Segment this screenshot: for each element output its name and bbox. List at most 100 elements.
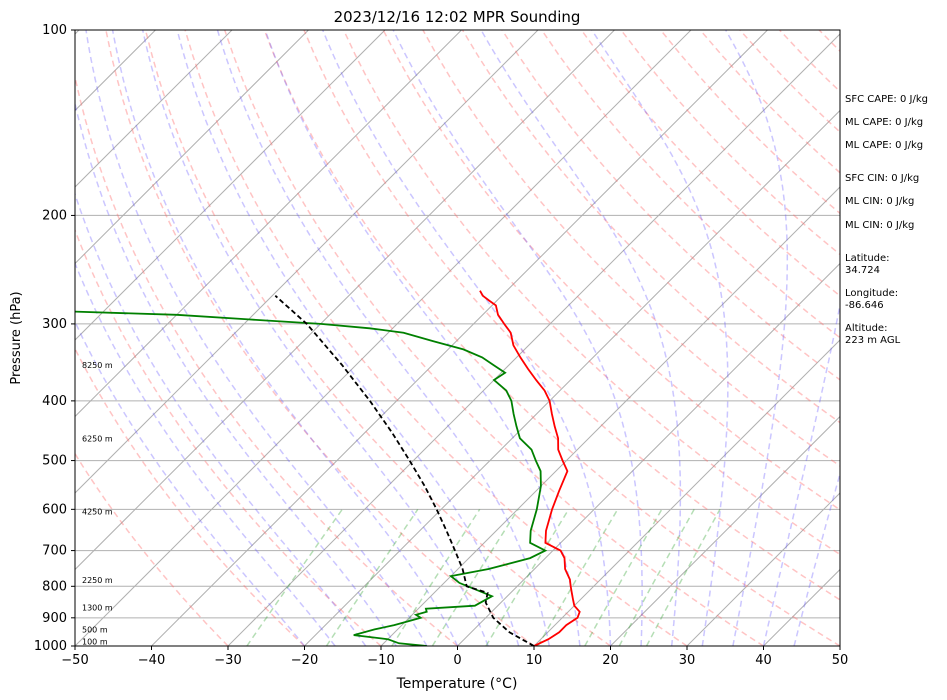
x-tick-label: 20: [602, 653, 619, 668]
background-lines: [0, 30, 840, 646]
mixing-ratio-line: [618, 508, 695, 646]
dry-adiabat-line: [342, 30, 840, 556]
y-tick-label: 400: [42, 394, 67, 409]
info-line: SFC CIN: 0 J/kg: [845, 173, 919, 184]
isotherm-line: [533, 339, 840, 646]
mixing-ratio-line: [246, 508, 343, 646]
info-line: ML CIN: 0 J/kg: [845, 196, 914, 207]
y-tick-label: 200: [42, 208, 67, 223]
dry-adiabat-line: [422, 30, 840, 467]
height-labels: 8250 m 6250 m 4250 m 2250 m 1300 m 500 m 100 m: [82, 361, 113, 646]
moist-adiabat-line: [762, 301, 840, 646]
moist-adiabat-line: [392, 30, 643, 646]
isotherm-line: [610, 415, 840, 646]
isotherm-line: [227, 33, 840, 646]
y-tick-label: 700: [42, 544, 67, 559]
mixing-ratio-line: [645, 508, 721, 646]
sounding-series: [75, 290, 581, 646]
chart-title: 2023/12/16 12:02 MPR Sounding: [334, 8, 581, 26]
isotherm-line: [75, 30, 233, 188]
height-label: 4250 m: [82, 508, 113, 517]
moist-adiabat-line: [591, 30, 729, 646]
y-axis-label: Pressure (hPa): [9, 291, 24, 384]
moist-adiabat-line: [75, 191, 367, 646]
dry-adiabat-line: [580, 30, 840, 297]
isotherm-line: [304, 109, 840, 646]
moist-adiabat-line: [111, 30, 459, 646]
mixing-ratio-line: [431, 508, 519, 646]
info-line: 223 m AGL: [845, 335, 901, 346]
moist-adiabat-line: [75, 100, 397, 646]
isotherm-line: [75, 30, 386, 341]
x-tick-label: 0: [453, 653, 461, 668]
dry-adiabat-line: [75, 73, 458, 646]
y-tick-label: 500: [42, 454, 67, 469]
y-tick-label: 900: [42, 611, 67, 626]
isotherm-line: [75, 30, 539, 494]
dry-adiabat-line: [144, 30, 611, 646]
dry-adiabat-line: [382, 30, 840, 511]
moist-adiabat-line: [322, 30, 612, 646]
sounding-info: SFC CAPE: 0 J/kg ML CAPE: 0 J/kg ML CAPE: …: [845, 94, 928, 346]
info-line: Altitude:: [845, 323, 887, 334]
info-line: 34.724: [845, 265, 880, 276]
isotherm-line: [380, 186, 840, 646]
x-tick-label: −40: [138, 653, 165, 668]
parcel-line: [274, 295, 535, 646]
mixing-ratio-line: [485, 508, 570, 646]
dry-adiabat-line: [303, 30, 840, 601]
x-tick-label: 40: [755, 653, 772, 668]
isotherm-line: [75, 30, 615, 571]
y-tick-label: 1000: [34, 639, 67, 654]
moist-adiabat-line: [216, 30, 551, 646]
x-tick-label: 50: [832, 653, 849, 668]
dewpoint-line: [75, 310, 548, 646]
dry-adiabat-line: [263, 30, 840, 646]
info-line: -86.646: [845, 300, 884, 311]
height-label: 6250 m: [82, 434, 113, 443]
mixing-ratio-line: [537, 508, 619, 646]
moist-adiabat-line: [85, 30, 428, 646]
moist-adiabat-line: [75, 261, 336, 646]
dry-adiabat-line: [223, 30, 764, 646]
x-axis-label: Temperature (°C): [396, 676, 518, 692]
moist-adiabat-line: [480, 30, 682, 646]
x-tick-label: 30: [679, 653, 696, 668]
height-label: 8250 m: [82, 361, 113, 370]
mixing-ratio-line: [325, 508, 419, 646]
x-tick-label: −10: [367, 653, 394, 668]
dry-adiabat-line: [184, 30, 688, 646]
isotherm-line: [0, 30, 3, 646]
dry-adiabat-line: [75, 347, 306, 646]
x-tick-label: −50: [61, 653, 88, 668]
dry-adiabat-line: [75, 452, 229, 646]
info-line: Latitude:: [845, 253, 890, 264]
y-tick-label: 100: [42, 23, 67, 38]
info-line: Longitude:: [845, 288, 898, 299]
height-label: 500 m: [82, 625, 108, 634]
height-label: 2250 m: [82, 576, 113, 585]
info-line: ML CAPE: 0 J/kg: [845, 117, 923, 128]
height-label: 100 m: [82, 637, 108, 646]
mixing-ratio-line: [584, 508, 663, 646]
isotherm-line: [75, 30, 462, 418]
info-line: ML CIN: 0 J/kg: [845, 220, 914, 231]
plot-frame: [74, 29, 841, 647]
dry-adiabat-line: [105, 30, 535, 646]
moist-adiabat-line: [793, 471, 840, 646]
isotherm-line: [686, 492, 840, 646]
isotherm-line: [75, 30, 692, 646]
dry-adiabat-line: [75, 228, 382, 646]
x-tick-label: 10: [526, 653, 543, 668]
moist-adiabat-line: [725, 30, 789, 646]
x-tick-label: −20: [291, 653, 318, 668]
moist-adiabat-line: [176, 30, 520, 646]
temperature-line: [479, 290, 581, 646]
isotherm-line: [457, 262, 840, 646]
info-line: ML CAPE: 0 J/kg: [845, 140, 923, 151]
height-label: 1300 m: [82, 604, 113, 613]
isotherm-line: [75, 30, 309, 265]
y-tick-label: 800: [42, 579, 67, 594]
y-tick-label: 300: [42, 317, 67, 332]
